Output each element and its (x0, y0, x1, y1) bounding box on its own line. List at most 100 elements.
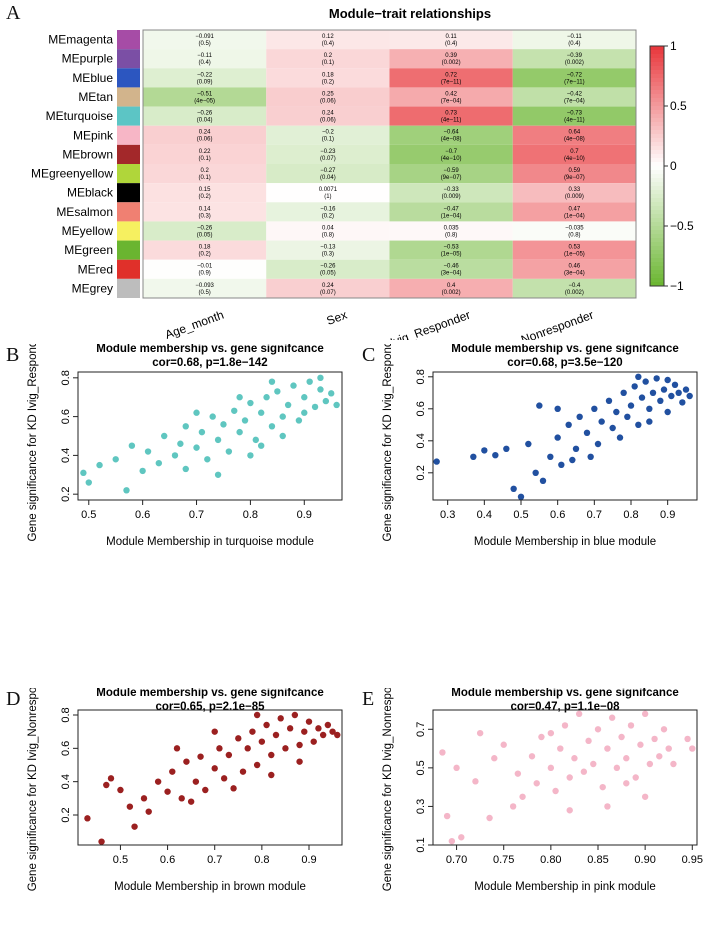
scatter-title: Module membership vs. gene signifcance (96, 688, 324, 699)
cell-pvalue: (0.5) (198, 41, 210, 47)
heatmap-cell (143, 183, 267, 203)
cell-value: −0.26 (197, 225, 213, 231)
cell-value: −0.73 (567, 111, 583, 117)
data-point (448, 837, 456, 845)
row-label: MEsalmon (56, 205, 113, 219)
cell-value: 0.24 (322, 283, 334, 289)
colorbar-segment (650, 178, 664, 183)
cell-value: 0.53 (569, 245, 581, 251)
x-tick-label: 0.9 (301, 854, 316, 866)
data-point (178, 795, 185, 802)
cell-value: −0.26 (197, 111, 213, 117)
x-axis-label: Module Membership in pink module (474, 881, 656, 893)
colorbar-tick-label: 1 (670, 39, 677, 53)
colorbar-segment (650, 226, 664, 231)
colorbar-segment (650, 122, 664, 127)
data-point (296, 758, 303, 765)
colorbar-segment (650, 174, 664, 179)
data-point (211, 765, 218, 772)
scatter-b: Module membership vs. gene signifcance co… (27, 344, 343, 548)
data-point (470, 453, 477, 460)
data-point (557, 745, 564, 752)
cell-value: 0.0071 (319, 187, 338, 193)
cell-value: 0.22 (199, 149, 211, 155)
data-point (220, 775, 228, 782)
cell-pvalue: (9e−07) (564, 175, 585, 181)
cell-pvalue: (0.3) (198, 213, 210, 219)
module-color-swatch (117, 68, 140, 88)
data-point (263, 394, 270, 401)
data-point (599, 783, 606, 791)
scatter-e: Module membership vs. gene signifcance co… (382, 688, 703, 893)
cell-pvalue: (0.8) (322, 232, 334, 238)
cell-pvalue: (9e−07) (441, 175, 462, 181)
x-tick-label: 0.95 (682, 854, 703, 866)
colorbar-segment (650, 118, 664, 123)
y-tick-label: 0.2 (60, 487, 72, 502)
data-point (193, 409, 200, 416)
colorbar-segment (650, 166, 664, 171)
cell-value: 0.46 (569, 264, 581, 270)
cell-pvalue: (0.2) (322, 79, 334, 85)
row-label: MEturquoise (46, 109, 114, 123)
data-point (533, 780, 540, 787)
x-tick-label: 0.9 (297, 509, 312, 521)
data-point (225, 751, 233, 759)
heatmap-cell (266, 164, 390, 184)
scatter-subtitle: cor=0.68, p=1.8e−142 (152, 357, 267, 369)
heatmap-cell (389, 202, 513, 222)
heatmap-cell (389, 278, 513, 298)
data-point (656, 753, 663, 760)
data-point (306, 378, 313, 385)
row-label: MEyellow (62, 224, 114, 238)
data-point (651, 735, 658, 743)
data-point (197, 753, 204, 760)
data-point (103, 781, 110, 789)
colorbar-segment (650, 50, 664, 55)
row-label: MEgreenyellow (31, 167, 113, 181)
data-point (301, 409, 308, 416)
data-point (481, 447, 488, 454)
data-point (686, 392, 693, 400)
data-point (154, 778, 162, 785)
data-point (282, 745, 289, 752)
x-tick-label: 0.5 (513, 509, 528, 521)
module-color-swatch (117, 278, 140, 298)
colorbar-segment (650, 74, 664, 79)
cell-pvalue: (0.1) (322, 137, 334, 143)
data-point (642, 378, 649, 385)
data-point (623, 755, 630, 762)
colorbar-segment (650, 154, 664, 159)
data-point (671, 381, 679, 388)
data-point (310, 738, 317, 745)
row-label: MEtan (78, 90, 113, 104)
y-tick-label: 0.2 (415, 465, 427, 480)
cell-pvalue: (0.04) (197, 118, 213, 124)
cell-pvalue: (0.8) (445, 232, 457, 238)
module-color-swatch (117, 221, 140, 241)
cell-pvalue: (0.4) (568, 41, 580, 47)
cell-value: −0.4 (568, 283, 581, 289)
data-point (220, 421, 227, 428)
data-point (253, 711, 261, 719)
data-point (624, 413, 631, 420)
module-color-swatch (117, 106, 140, 126)
x-tick-label: 0.70 (446, 854, 467, 866)
data-point (274, 388, 281, 395)
panel-letter-b: B (6, 344, 20, 366)
panel-letter-d: D (6, 688, 21, 710)
data-point (443, 812, 451, 820)
data-point (131, 823, 138, 830)
data-point (239, 768, 247, 775)
heatmap-cell (512, 164, 636, 184)
heatmap-cell (389, 49, 513, 69)
y-tick-label: 0.6 (60, 741, 72, 756)
colorbar-segment (650, 206, 664, 211)
cell-pvalue: (3e−04) (564, 271, 585, 277)
x-axis-label: Module Membership in turquoise module (106, 536, 314, 548)
cell-pvalue: (7e−04) (441, 98, 462, 104)
data-point (554, 434, 561, 441)
data-point (98, 838, 105, 845)
column-label: Ivig_Nonresponder (495, 308, 595, 340)
cell-value: 0.73 (445, 111, 457, 117)
